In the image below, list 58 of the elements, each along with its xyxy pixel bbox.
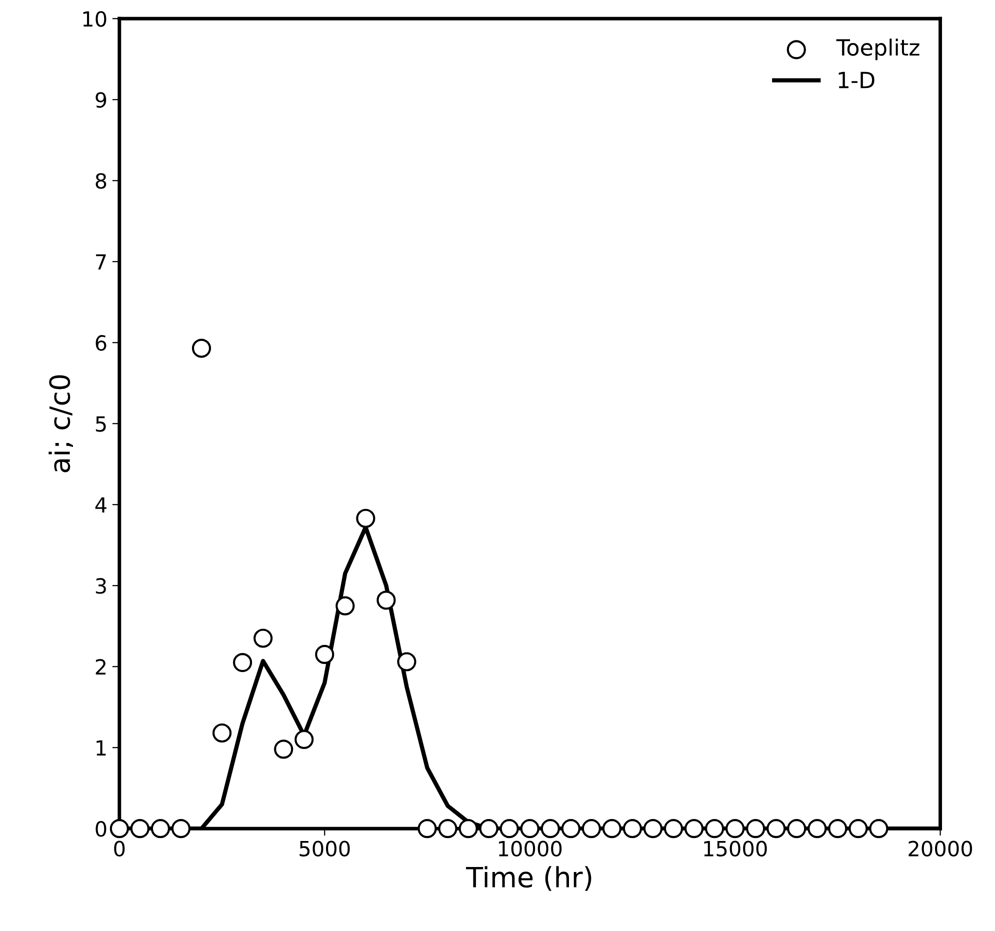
point <box>582 819 601 838</box>
point <box>746 819 766 838</box>
point <box>602 819 622 838</box>
x-tick-label: 15000 <box>704 840 767 857</box>
y-tick-label: 5 <box>96 416 106 432</box>
point <box>294 730 314 750</box>
point <box>336 596 355 616</box>
y-tick-label: 6 <box>96 335 106 351</box>
point <box>458 819 478 838</box>
y-tick-label: 1 <box>96 740 106 756</box>
point <box>828 819 848 838</box>
point <box>315 644 334 664</box>
x-tick-label: 0 <box>114 840 125 857</box>
y-tick-label: 7 <box>96 254 106 270</box>
point <box>171 819 191 838</box>
point <box>274 740 294 759</box>
point <box>356 508 376 528</box>
point <box>192 338 212 358</box>
point <box>254 628 273 648</box>
point <box>704 819 724 838</box>
y-tick-label: 2 <box>96 659 106 675</box>
point <box>397 652 416 672</box>
point <box>787 819 806 838</box>
point <box>110 819 129 838</box>
y-tick-label: 0 <box>96 821 106 837</box>
x-axis-title: Time (hr) <box>466 866 592 891</box>
point <box>643 819 663 838</box>
point <box>479 819 498 838</box>
y-axis-title: ai; c/c0 <box>48 375 73 472</box>
point <box>808 819 827 838</box>
point <box>561 819 580 838</box>
point <box>848 819 868 838</box>
legend-label: Toeplitz <box>836 38 920 60</box>
point <box>212 723 232 743</box>
point <box>664 819 684 838</box>
point <box>520 819 540 838</box>
point <box>684 819 704 838</box>
y-tick-label: 3 <box>96 578 106 594</box>
point <box>540 819 560 838</box>
point <box>766 819 786 838</box>
point <box>418 819 437 838</box>
y-tick-label: 10 <box>83 11 106 27</box>
point <box>232 652 252 672</box>
y-tick-label: 4 <box>95 497 106 513</box>
x-tick-label: 10000 <box>498 840 562 857</box>
y-tick-label: 9 <box>96 92 106 108</box>
x-tick-label: 5000 <box>300 840 350 857</box>
point <box>500 819 519 838</box>
point <box>869 819 888 838</box>
point <box>438 819 458 838</box>
x-tick-label: 20000 <box>908 840 972 857</box>
point <box>150 819 170 838</box>
point <box>376 590 396 610</box>
y-tick-label: 8 <box>96 173 106 189</box>
point <box>130 819 150 838</box>
point <box>726 819 745 838</box>
point <box>622 819 642 838</box>
legend-label: 1-D <box>838 72 874 88</box>
